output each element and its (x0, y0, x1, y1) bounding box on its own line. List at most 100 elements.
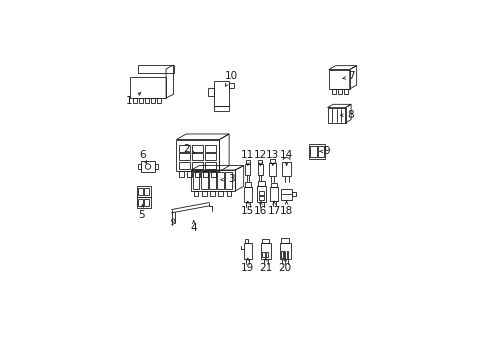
Text: 3: 3 (227, 174, 234, 184)
Text: 2: 2 (183, 144, 190, 153)
Bar (211, 171, 215, 177)
Text: 11: 11 (241, 150, 254, 161)
Bar (213, 81, 229, 105)
Bar (258, 160, 262, 163)
Bar (280, 243, 290, 260)
Bar (328, 69, 349, 89)
Text: 19: 19 (241, 263, 254, 273)
Text: 14: 14 (280, 150, 293, 161)
Bar (244, 239, 247, 243)
Text: 15: 15 (241, 206, 254, 216)
Bar (143, 199, 148, 207)
Text: 1: 1 (125, 96, 132, 107)
Bar (191, 153, 203, 161)
Bar (191, 162, 203, 169)
Bar (204, 144, 215, 152)
Bar (317, 146, 323, 157)
Bar (138, 164, 141, 169)
Text: 5: 5 (138, 210, 144, 220)
Bar (209, 172, 216, 189)
Text: 18: 18 (280, 206, 293, 216)
Bar (245, 163, 250, 175)
Bar (138, 188, 142, 195)
Bar (201, 172, 207, 189)
Text: 10: 10 (224, 72, 237, 81)
Bar (281, 251, 282, 258)
Bar (151, 98, 155, 103)
Bar (192, 172, 199, 189)
Bar (243, 186, 251, 202)
Bar (262, 239, 269, 243)
Bar (269, 187, 278, 201)
Bar (284, 251, 285, 258)
Bar (245, 160, 249, 163)
Bar (218, 191, 223, 196)
Bar (141, 161, 154, 172)
Bar (187, 171, 191, 177)
Bar (265, 252, 267, 257)
Text: 12: 12 (253, 150, 266, 161)
Text: 13: 13 (265, 150, 279, 161)
Bar (281, 189, 292, 200)
Bar (210, 191, 214, 196)
Bar (269, 163, 276, 176)
Bar (179, 171, 183, 177)
Bar (327, 108, 345, 123)
Bar (208, 88, 213, 96)
Text: 7: 7 (348, 72, 354, 81)
Bar (259, 191, 264, 194)
Bar (143, 188, 148, 195)
Bar (204, 153, 215, 161)
Bar (257, 163, 262, 175)
Bar (191, 144, 203, 152)
Text: 9: 9 (323, 146, 329, 156)
Bar (213, 105, 229, 111)
Bar (137, 186, 151, 197)
Bar (308, 144, 325, 158)
Text: 6: 6 (139, 150, 145, 161)
Bar (202, 191, 206, 196)
Bar (145, 98, 148, 103)
Bar (226, 191, 231, 196)
Bar (229, 82, 234, 87)
Text: 16: 16 (253, 206, 266, 216)
Text: 20: 20 (278, 263, 291, 273)
Bar (225, 172, 232, 189)
Bar (139, 98, 142, 103)
Bar (176, 140, 219, 171)
Bar (310, 146, 316, 157)
Bar (292, 192, 295, 197)
Bar (244, 182, 250, 186)
Bar (130, 77, 166, 98)
Bar (204, 162, 215, 169)
Text: 17: 17 (267, 206, 280, 216)
Bar (203, 171, 207, 177)
Bar (337, 89, 341, 94)
Bar (270, 183, 277, 187)
Bar (217, 172, 224, 189)
Bar (331, 89, 335, 94)
Bar (257, 186, 265, 202)
Text: 4: 4 (190, 222, 197, 233)
Bar (244, 243, 251, 259)
Bar (178, 144, 189, 152)
Bar (137, 197, 151, 208)
Bar (191, 170, 235, 191)
Bar (270, 159, 275, 163)
Bar (178, 162, 189, 169)
Bar (259, 196, 264, 199)
Bar (258, 181, 264, 186)
Bar (154, 164, 158, 169)
Bar (343, 89, 347, 94)
Bar (286, 251, 287, 258)
Bar (193, 191, 198, 196)
Bar (138, 199, 142, 207)
Bar (157, 98, 161, 103)
Text: 8: 8 (346, 110, 353, 120)
Bar (262, 252, 264, 257)
Bar (282, 162, 290, 176)
Bar (178, 153, 189, 161)
Text: 21: 21 (259, 263, 272, 273)
Bar (195, 171, 199, 177)
Bar (137, 65, 173, 73)
